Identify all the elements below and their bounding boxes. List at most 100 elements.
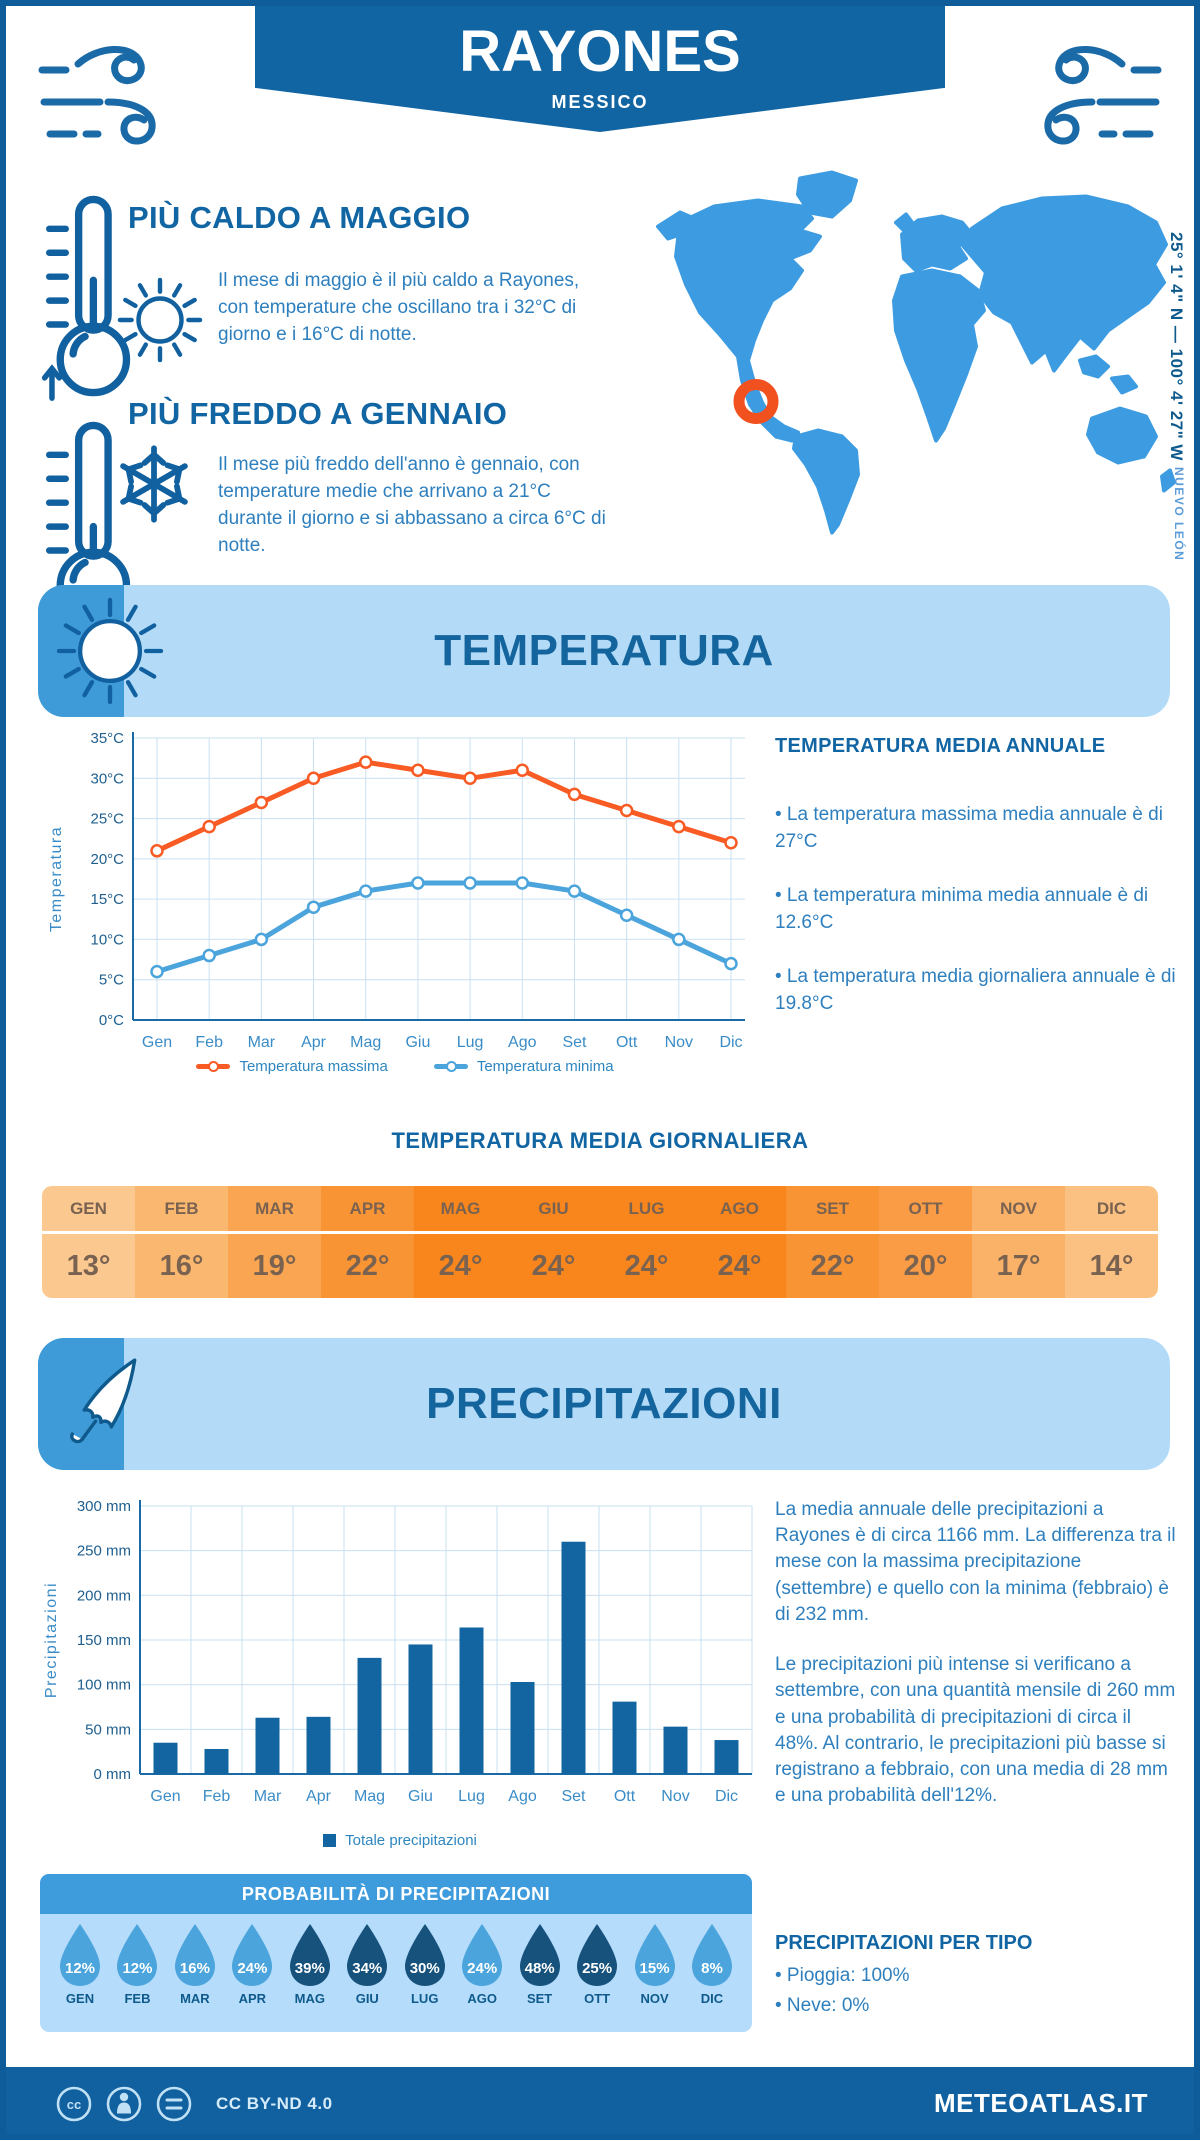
table-temperature-value: 24° <box>438 1249 483 1282</box>
svg-text:200 mm: 200 mm <box>77 1587 131 1604</box>
probability-drop: 39% MAG <box>284 1922 336 2006</box>
drop-percentage: 34% <box>352 1960 383 1977</box>
svg-text:Feb: Feb <box>203 1788 231 1805</box>
drop-month-label: NOV <box>640 1991 669 2006</box>
legend-total-label: Totale precipitazioni <box>345 1832 477 1849</box>
probability-drop: 24% APR <box>226 1922 278 2006</box>
drop-month-label: GIU <box>355 1991 379 2006</box>
svg-text:0 mm: 0 mm <box>94 1766 132 1783</box>
by-type-bullet: • Neve: 0% <box>775 1995 870 2016</box>
coordinates-block: 25° 1' 4" N — 100° 4' 27" W NUEVO LEÓN <box>1166 232 1186 562</box>
hot-month-text: Il mese di maggio è il più caldo a Rayon… <box>218 270 580 345</box>
water-drop-icon <box>289 1924 330 1986</box>
annual-bullet: • La temperatura massima media annuale è… <box>775 804 1163 852</box>
probability-drop: 30% LUG <box>399 1922 451 2006</box>
drop-month-label: MAG <box>294 1991 325 2006</box>
water-drop-icon <box>347 1924 388 1986</box>
table-month-header: APR <box>321 1186 414 1234</box>
drop-percentage: 16% <box>179 1960 210 1977</box>
site-name: METEOATLAS.IT <box>933 2088 1148 2118</box>
drop-month-label: DIC <box>700 1991 724 2006</box>
drop-month-label: SET <box>526 1991 553 2006</box>
precipitation-paragraph: Le precipitazioni più intense si verific… <box>775 1654 1176 1807</box>
drop-percentage: 25% <box>582 1960 613 1977</box>
precipitation-probability-panel: PROBABILITÀ DI PRECIPITAZIONI 12% GEN 12% F… <box>40 1874 752 2032</box>
svg-text:Dic: Dic <box>715 1788 738 1805</box>
probability-drop: 16% MAR <box>169 1922 221 2006</box>
svg-text:Gen: Gen <box>142 1034 172 1051</box>
license-block: cc CC BY-ND 4.0 <box>52 2082 333 2126</box>
table-temperature-value: 19° <box>252 1249 297 1282</box>
table-column: DIC 14° <box>1065 1186 1158 1298</box>
svg-text:Nov: Nov <box>661 1788 689 1805</box>
precipitation-by-type-block: PRECIPITAZIONI PER TIPO • Pioggia: 100% … <box>775 1932 1177 2025</box>
table-temperature-value: 17° <box>996 1249 1041 1282</box>
cold-month-text: Il mese più freddo dell'anno è gennaio, … <box>218 454 606 556</box>
annual-temperature-title: TEMPERATURA MEDIA ANNUALE <box>775 735 1106 757</box>
probability-drop: 34% GIU <box>341 1922 393 2006</box>
legend-item-total: Totale precipitazioni <box>323 1832 477 1849</box>
max-line-swatch <box>196 1061 231 1072</box>
svg-text:10°C: 10°C <box>90 931 124 948</box>
drop-percentage: 24% <box>467 1960 498 1977</box>
sun-banner-icon <box>56 597 164 705</box>
svg-text:Gen: Gen <box>150 1788 180 1805</box>
table-column: NOV 17° <box>972 1186 1065 1298</box>
coordinates-text: 25° 1' 4" N — 100° 4' 27" W <box>1167 232 1186 461</box>
probability-drop: 15% NOV <box>629 1922 681 2006</box>
svg-text:15°C: 15°C <box>90 891 124 908</box>
svg-text:cc: cc <box>67 2097 81 2112</box>
svg-text:150 mm: 150 mm <box>77 1632 131 1649</box>
svg-text:Apr: Apr <box>306 1788 332 1805</box>
table-month-header: MAR <box>228 1186 321 1234</box>
svg-text:Ott: Ott <box>614 1788 636 1805</box>
thermometer-up-icon <box>41 195 131 401</box>
temperature-section-title: TEMPERATURA <box>434 626 774 675</box>
table-month-header: FEB <box>135 1186 228 1234</box>
svg-text:50 mm: 50 mm <box>85 1721 131 1738</box>
daily-mean-table: GEN 13° FEB 16° MAR 19° APR 22° MAG 24° GIU 24° LUG 2… <box>42 1186 1158 1298</box>
probability-drop: 12% GEN <box>54 1922 106 2006</box>
water-drop-icon <box>60 1924 100 1986</box>
svg-text:Mar: Mar <box>248 1034 276 1051</box>
table-column: APR 22° <box>321 1186 414 1298</box>
annual-temperature-block: TEMPERATURA MEDIA ANNUALE • La temperatu… <box>775 735 1177 1045</box>
precipitation-text-block: La media annuale delle precipitazioni a … <box>775 1497 1177 1833</box>
probability-drop: 12% FEB <box>111 1922 163 2006</box>
water-drop-icon <box>691 1924 732 1986</box>
drop-month-label: OTT <box>584 1991 611 2006</box>
table-month-header: AGO <box>693 1186 786 1234</box>
table-month-header: DIC <box>1065 1186 1158 1234</box>
table-month-header: GEN <box>42 1186 135 1234</box>
drop-percentage: 30% <box>409 1960 440 1977</box>
region-text: NUEVO LEÓN <box>1172 466 1186 562</box>
svg-text:Mar: Mar <box>254 1788 282 1805</box>
probability-panel-title: PROBABILITÀ DI PRECIPITAZIONI <box>40 1874 752 1914</box>
table-month-header: NOV <box>972 1186 1065 1234</box>
svg-text:5°C: 5°C <box>99 972 124 989</box>
svg-text:Giu: Giu <box>405 1034 430 1051</box>
water-drop-icon <box>232 1924 273 1986</box>
bar-chart-legend: Totale precipitazioni <box>40 1832 760 1849</box>
snowflake-icon <box>112 445 196 526</box>
table-temperature-value: 13° <box>66 1249 111 1282</box>
drop-month-label: MAR <box>180 1991 210 2006</box>
precipitation-paragraph: La media annuale delle precipitazioni a … <box>775 1499 1176 1625</box>
water-drop-icon <box>634 1924 675 1986</box>
temperature-line-chart: 0°C 5°C 10°C 15°C 20°C 25°C 30°C 35°C Gen Feb Mar A… <box>48 730 745 1051</box>
probability-drop: 48% SET <box>514 1922 566 2006</box>
probability-drop: 8% DIC <box>686 1922 738 2006</box>
svg-text:Ott: Ott <box>616 1034 638 1051</box>
svg-text:20°C: 20°C <box>90 851 124 868</box>
table-column: MAR 19° <box>228 1186 321 1298</box>
svg-text:100 mm: 100 mm <box>77 1677 131 1694</box>
water-drop-icon <box>577 1924 618 1986</box>
drop-percentage: 12% <box>64 1960 96 1977</box>
wind-icon <box>1044 46 1162 145</box>
svg-text:Precipitazioni: Precipitazioni <box>43 1582 60 1698</box>
drop-percentage: 15% <box>639 1960 670 1977</box>
drop-percentage: 39% <box>294 1960 325 1977</box>
table-column: MAG 24° <box>414 1186 507 1298</box>
probability-drops-row: 12% GEN 12% FEB 16% MAR 24% APR 39% MAG 34% GIU 30% L… <box>40 1914 752 2006</box>
svg-text:Dic: Dic <box>719 1034 742 1051</box>
